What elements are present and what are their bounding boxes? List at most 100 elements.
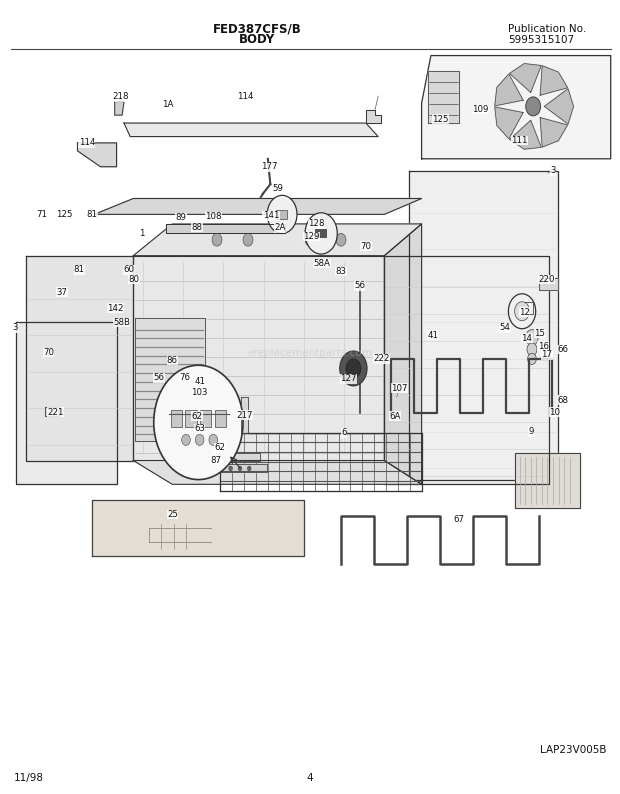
Circle shape: [247, 466, 251, 471]
Circle shape: [346, 359, 361, 378]
Polygon shape: [45, 407, 59, 416]
Text: 58A: 58A: [313, 259, 330, 268]
Text: 221: 221: [48, 407, 64, 417]
Polygon shape: [26, 256, 133, 461]
Text: 128: 128: [308, 219, 324, 229]
Polygon shape: [510, 64, 541, 92]
Text: 141: 141: [263, 211, 279, 221]
Text: 5995315107: 5995315107: [508, 35, 575, 44]
Text: 76: 76: [179, 373, 190, 383]
Polygon shape: [422, 56, 611, 159]
Circle shape: [195, 434, 204, 445]
Text: 60: 60: [123, 265, 135, 275]
Circle shape: [154, 365, 243, 480]
Circle shape: [209, 434, 218, 445]
Text: 41: 41: [194, 376, 205, 386]
Text: 25: 25: [167, 510, 178, 519]
Text: 12: 12: [519, 307, 530, 317]
Text: 41: 41: [427, 330, 438, 340]
Text: 142: 142: [107, 303, 123, 313]
Polygon shape: [135, 318, 205, 441]
Text: FED387CFS/B: FED387CFS/B: [213, 23, 302, 36]
Text: 70: 70: [43, 348, 54, 357]
Text: 17: 17: [541, 350, 552, 360]
Text: 37: 37: [56, 287, 68, 297]
Circle shape: [305, 233, 315, 246]
Polygon shape: [515, 453, 580, 508]
Circle shape: [210, 466, 214, 471]
Text: 88: 88: [192, 222, 203, 232]
Text: 6A: 6A: [389, 411, 401, 421]
Text: 56: 56: [354, 281, 365, 291]
Text: 114: 114: [79, 138, 95, 148]
Polygon shape: [16, 322, 117, 484]
Circle shape: [238, 466, 242, 471]
Text: 63: 63: [194, 424, 205, 434]
Text: 177: 177: [262, 162, 278, 172]
Text: 56: 56: [153, 373, 164, 383]
Text: 58B: 58B: [113, 318, 130, 327]
Polygon shape: [428, 71, 459, 123]
FancyBboxPatch shape: [315, 229, 326, 237]
Circle shape: [340, 351, 367, 386]
Polygon shape: [133, 224, 422, 256]
Circle shape: [527, 343, 537, 356]
Text: 111: 111: [512, 136, 528, 145]
Polygon shape: [540, 66, 568, 95]
Circle shape: [515, 302, 529, 321]
Polygon shape: [544, 89, 574, 124]
Polygon shape: [540, 118, 568, 147]
Polygon shape: [208, 453, 260, 461]
Text: 59: 59: [272, 184, 283, 194]
Text: 81: 81: [74, 265, 85, 275]
Text: 1: 1: [139, 229, 144, 238]
Text: 67: 67: [453, 515, 464, 524]
Text: 15: 15: [534, 329, 545, 338]
Polygon shape: [94, 198, 422, 214]
Text: 62: 62: [192, 411, 203, 421]
Text: 218: 218: [113, 92, 129, 102]
Circle shape: [267, 195, 297, 233]
Text: 103: 103: [192, 387, 208, 397]
Circle shape: [305, 213, 337, 254]
Text: LAP23V005B: LAP23V005B: [540, 746, 606, 755]
Circle shape: [182, 434, 190, 445]
Text: 129: 129: [303, 232, 319, 241]
Text: 87: 87: [210, 456, 221, 465]
Text: BODY: BODY: [239, 33, 275, 46]
Text: 114: 114: [237, 92, 253, 102]
Text: 2A: 2A: [275, 223, 286, 233]
FancyBboxPatch shape: [215, 410, 226, 427]
Text: 1A: 1A: [162, 100, 173, 110]
Circle shape: [528, 353, 536, 364]
Text: ereplacementparts.com: ereplacementparts.com: [247, 349, 373, 358]
Polygon shape: [384, 224, 422, 484]
Text: 11/98: 11/98: [14, 773, 43, 783]
Polygon shape: [92, 500, 304, 556]
Text: 127: 127: [340, 374, 356, 384]
Polygon shape: [409, 171, 558, 480]
Text: 81: 81: [86, 210, 97, 219]
Text: 66: 66: [557, 345, 569, 354]
Polygon shape: [133, 461, 422, 484]
Text: 217: 217: [237, 410, 253, 420]
Polygon shape: [495, 107, 523, 139]
Text: 108: 108: [205, 212, 221, 222]
Circle shape: [243, 233, 253, 246]
Circle shape: [526, 97, 541, 116]
FancyBboxPatch shape: [170, 410, 182, 427]
Text: 10: 10: [549, 407, 560, 417]
Text: 62: 62: [215, 443, 226, 453]
Circle shape: [219, 466, 223, 471]
FancyBboxPatch shape: [276, 210, 287, 219]
Text: 125: 125: [432, 114, 448, 124]
Polygon shape: [124, 123, 378, 137]
Text: 86: 86: [167, 356, 178, 365]
FancyBboxPatch shape: [200, 410, 211, 427]
Polygon shape: [241, 397, 248, 433]
Circle shape: [229, 466, 232, 471]
Polygon shape: [495, 74, 523, 106]
Polygon shape: [115, 102, 124, 115]
Circle shape: [526, 330, 538, 345]
Polygon shape: [366, 110, 381, 123]
